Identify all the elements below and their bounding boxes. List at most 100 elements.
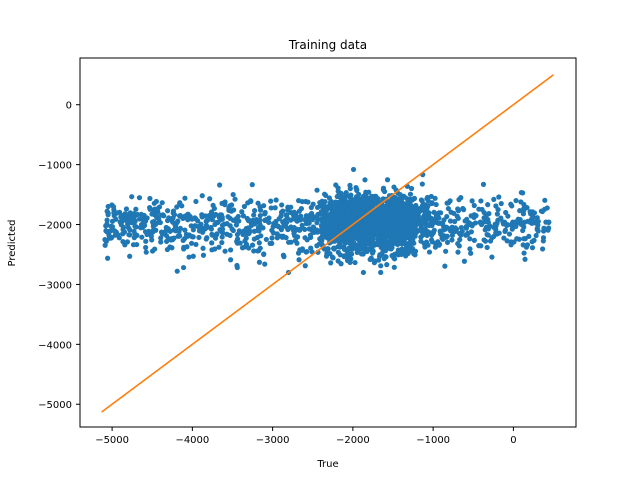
- scatter-point: [337, 252, 343, 258]
- scatter-point: [546, 225, 552, 231]
- scatter-point: [473, 213, 479, 219]
- scatter-point: [123, 206, 130, 212]
- identity-line: [101, 74, 555, 413]
- scatter-point: [176, 233, 182, 239]
- scatter-point: [444, 200, 450, 206]
- scatter-point: [239, 245, 246, 251]
- scatter-point: [143, 249, 149, 255]
- scatter-point: [314, 243, 320, 249]
- scatter-point: [469, 198, 475, 204]
- scatter-point: [342, 203, 349, 209]
- scatter-point: [456, 197, 462, 203]
- scatter-point: [481, 237, 487, 243]
- scatter-point: [468, 229, 474, 235]
- scatter-point: [288, 204, 294, 210]
- scatter-point: [131, 235, 137, 241]
- scatter-point: [395, 210, 402, 216]
- scatter-point: [269, 240, 275, 246]
- scatter-point: [373, 215, 379, 221]
- scatter-point: [241, 203, 248, 210]
- scatter-point: [346, 216, 352, 222]
- scatter-point: [142, 229, 149, 235]
- scatter-point: [222, 248, 228, 254]
- scatter-point: [350, 203, 356, 209]
- scatter-point: [167, 228, 173, 234]
- scatter-point: [219, 226, 226, 232]
- scatter-point: [472, 220, 479, 226]
- y-tick-label: −4000: [38, 340, 72, 351]
- scatter-point: [234, 238, 240, 244]
- x-tick-label: −1000: [416, 435, 450, 446]
- scatter-point: [126, 232, 132, 238]
- scatter-point: [200, 213, 206, 219]
- scatter-point: [325, 220, 331, 226]
- scatter-point: [408, 185, 415, 192]
- scatter-point: [526, 233, 532, 239]
- scatter-point: [179, 203, 185, 209]
- scatter-point: [147, 204, 153, 211]
- scatter-point: [157, 219, 163, 226]
- scatter-point: [513, 223, 519, 229]
- scatter-point: [228, 257, 234, 263]
- scatter-point: [257, 207, 264, 213]
- scatter-point: [159, 200, 165, 206]
- scatter-point: [248, 198, 254, 204]
- scatter-point: [529, 245, 536, 251]
- scatter-point: [506, 231, 513, 237]
- scatter-point: [227, 232, 233, 238]
- x-tick-label: −5000: [95, 435, 129, 446]
- scatter-point: [351, 216, 357, 223]
- scatter-point: [430, 220, 436, 226]
- scatter-point: [388, 246, 394, 252]
- scatter-point: [150, 227, 156, 234]
- scatter-point: [137, 216, 143, 222]
- scatter-point: [542, 197, 548, 203]
- scatter-point: [216, 182, 223, 188]
- scatter-point: [429, 200, 435, 207]
- scatter-point: [482, 227, 488, 233]
- scatter-point: [193, 241, 199, 248]
- scatter-point: [352, 234, 358, 241]
- scatter-point: [444, 239, 451, 245]
- scatter-point: [130, 242, 137, 248]
- scatter-point: [285, 225, 291, 231]
- scatter-point: [392, 198, 398, 204]
- scatter-point: [513, 197, 519, 204]
- scatter-point: [118, 214, 124, 220]
- scatter-point: [251, 236, 257, 242]
- scatter-point: [360, 239, 366, 246]
- y-tick-label: −3000: [38, 280, 72, 291]
- scatter-point: [117, 219, 123, 225]
- scatter-point: [222, 202, 228, 208]
- scatter-point: [262, 209, 268, 216]
- scatter-point: [389, 253, 395, 259]
- scatter-point: [389, 236, 395, 242]
- scatter-point: [468, 250, 474, 256]
- scatter-point: [342, 197, 348, 203]
- scatter-point: [174, 268, 180, 274]
- scatter-point: [303, 249, 309, 255]
- scatter-point: [359, 210, 366, 216]
- scatter-point: [363, 196, 369, 202]
- scatter-point: [350, 166, 357, 173]
- scatter-point: [278, 227, 284, 233]
- scatter-point: [322, 198, 328, 205]
- scatter-point: [180, 264, 187, 271]
- scatter-point: [256, 240, 262, 246]
- scatter-point: [522, 256, 528, 262]
- scatter-point: [372, 211, 378, 217]
- scatter-point: [274, 235, 280, 241]
- scatter-point: [432, 244, 438, 250]
- scatter-point: [376, 253, 383, 260]
- scatter-point: [361, 202, 368, 208]
- scatter-point: [182, 195, 188, 201]
- scatter-point: [418, 238, 424, 244]
- scatter-point: [108, 228, 114, 234]
- scatter-point: [328, 260, 334, 266]
- scatter-point: [171, 212, 178, 218]
- scatter-point: [176, 213, 183, 219]
- scatter-point: [243, 225, 249, 232]
- scatter-point: [138, 225, 144, 231]
- scatter-point: [125, 221, 131, 227]
- scatter-point: [104, 217, 110, 223]
